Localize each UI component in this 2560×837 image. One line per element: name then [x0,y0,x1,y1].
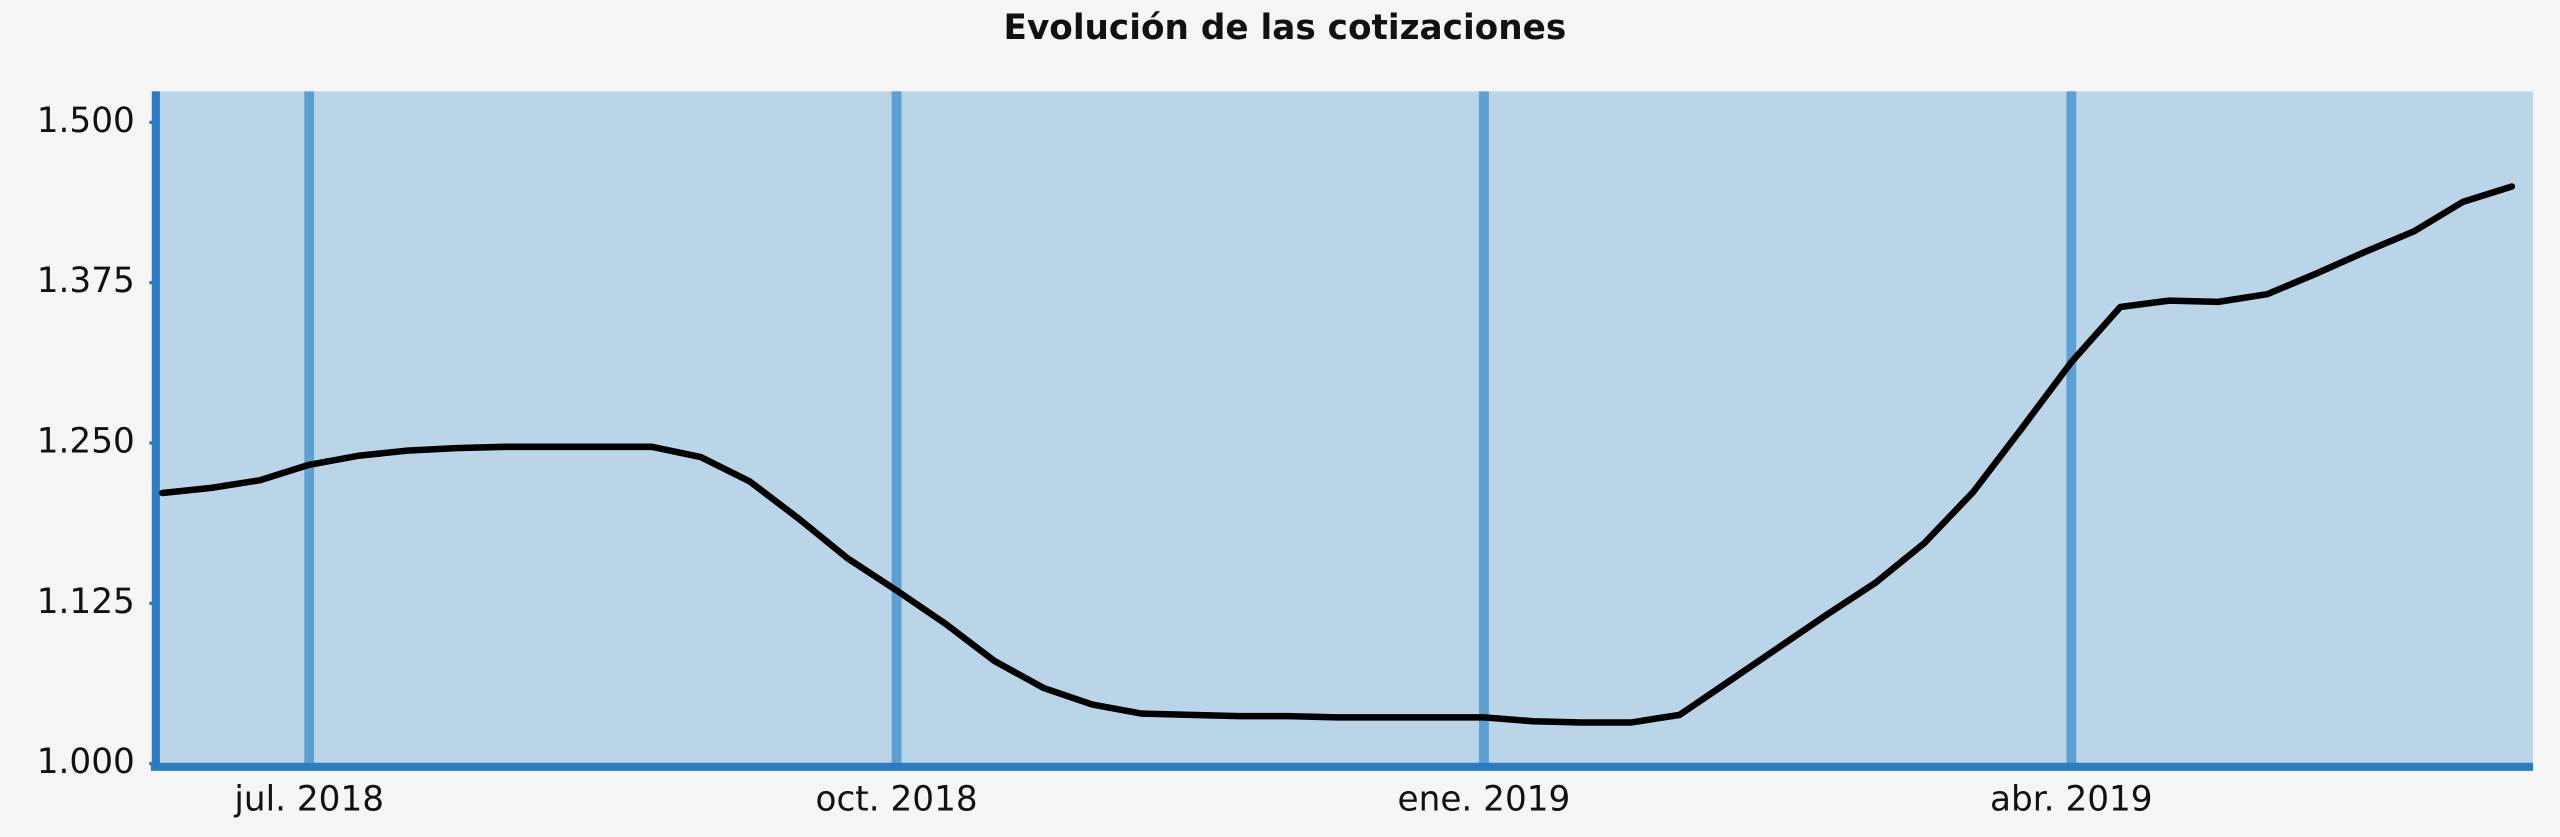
x-tick-label: jul. 2018 [233,780,384,820]
x-tick-label: abr. 2019 [1990,780,2153,820]
y-tick-label: 1.500 [37,101,135,141]
x-tick-label: oct. 2018 [816,780,978,820]
line-series [159,183,2516,726]
y-tick-label: 1.375 [37,261,135,301]
y-tick-label: 1.000 [37,742,135,782]
chart-title: Evolución de las cotizaciones [1004,8,1567,48]
plot-area [155,91,2534,767]
y-tick-label: 1.250 [37,421,135,461]
x-tick-label: ene. 2019 [1398,780,1571,820]
y-tick-label: 1.125 [37,582,135,622]
